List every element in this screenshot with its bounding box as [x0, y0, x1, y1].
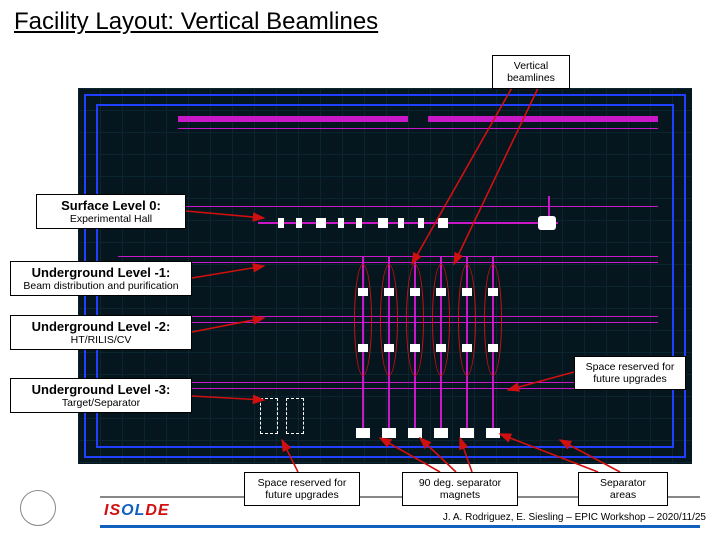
component: [418, 218, 424, 228]
isolde-logo: ISOLDE: [104, 502, 170, 520]
attribution: J. A. Rodriguez, E. Siesling – EPIC Work…: [443, 512, 706, 523]
label-sep-areas: Separator areas: [578, 472, 668, 506]
callout-ellipse: [432, 264, 450, 376]
label-main: Underground Level -3:: [17, 382, 185, 397]
component: [378, 218, 388, 228]
cern-logo: [20, 490, 56, 526]
label-sub: HT/RILIS/CV: [17, 334, 185, 346]
label-magnets: 90 deg. separator magnets: [402, 472, 518, 506]
callout-ellipse: [406, 264, 424, 376]
label-space-upgrades-b: Space reserved for future upgrades: [244, 472, 360, 506]
sep-magnet: [356, 428, 370, 438]
component: [316, 218, 326, 228]
frame-line: [84, 94, 686, 96]
frame-line: [84, 456, 686, 458]
component: [398, 218, 404, 228]
sep-magnet: [408, 428, 422, 438]
hbeam: [258, 222, 558, 224]
bend-magnet: [538, 216, 556, 230]
sep-magnet: [434, 428, 448, 438]
reserved: [286, 398, 304, 434]
component: [438, 218, 448, 228]
frame-line: [96, 104, 674, 106]
reserved: [260, 398, 278, 434]
component: [356, 218, 362, 228]
component: [278, 218, 284, 228]
label-main: Underground Level -2:: [17, 319, 185, 334]
frame-line: [96, 446, 674, 448]
hall-line: [178, 128, 658, 129]
label-space-upgrades-r: Space reserved for future upgrades: [574, 356, 686, 390]
level-line: [118, 206, 658, 207]
callout-ellipse: [354, 264, 372, 376]
label-main: Underground Level -1:: [17, 265, 185, 280]
label-surface: Surface Level 0: Experimental Hall: [36, 194, 186, 229]
label-vertical-beamlines: Vertical beamlines: [492, 55, 570, 89]
component: [296, 218, 302, 228]
label-sub: Beam distribution and purification: [17, 280, 185, 292]
callout-ellipse: [484, 264, 502, 376]
sep-magnet: [460, 428, 474, 438]
label-sub: Experimental Hall: [43, 213, 179, 225]
sep-magnet: [486, 428, 500, 438]
sep-magnet: [382, 428, 396, 438]
hall-bar: [428, 116, 658, 122]
frame-line: [684, 94, 686, 458]
hall-bar: [178, 116, 408, 122]
footer-rule-blue: [100, 525, 700, 528]
label-ug2: Underground Level -2: HT/RILIS/CV: [10, 315, 192, 350]
callout-ellipse: [380, 264, 398, 376]
component: [338, 218, 344, 228]
page-title: Facility Layout: Vertical Beamlines: [14, 8, 378, 36]
frame-line: [672, 104, 674, 448]
label-ug1: Underground Level -1: Beam distribution …: [10, 261, 192, 296]
label-ug3: Underground Level -3: Target/Separator: [10, 378, 192, 413]
callout-ellipse: [458, 264, 476, 376]
label-main: Surface Level 0:: [43, 198, 179, 213]
label-sub: Target/Separator: [17, 397, 185, 409]
